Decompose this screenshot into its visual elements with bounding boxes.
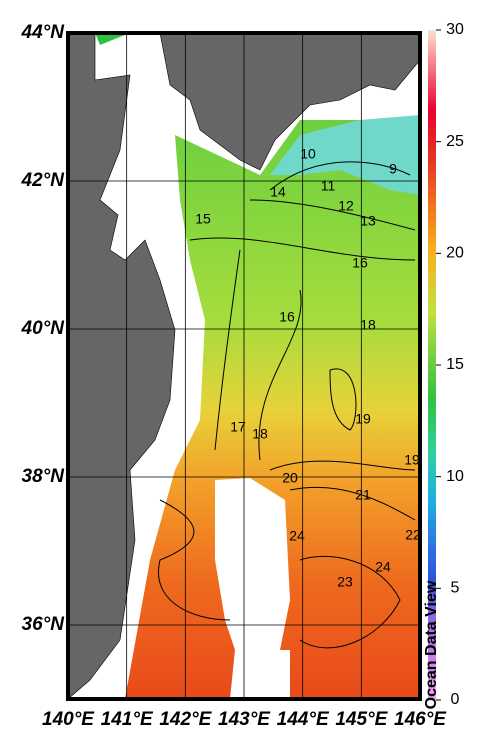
colorbar-tick-label: 30 bbox=[446, 21, 464, 38]
contour-label: 21 bbox=[355, 487, 371, 503]
x-tick-label: 146°E bbox=[394, 709, 447, 730]
contour-labels: 10 9 11 14 12 13 15 16 16 18 17 18 19 19 20 21 22 24 24 23 bbox=[195, 146, 421, 590]
y-tick-label: 40°N bbox=[21, 318, 66, 339]
colorbar-tick-label: 10 bbox=[446, 468, 464, 485]
colorbar-tick-label: 15 bbox=[446, 356, 464, 373]
x-tick-label: 145°E bbox=[335, 709, 388, 730]
contour bbox=[269, 460, 416, 471]
contour bbox=[214, 249, 241, 451]
contour-label: 17 bbox=[230, 419, 246, 435]
contour-label: 13 bbox=[360, 213, 376, 229]
contour-label: 11 bbox=[321, 178, 336, 194]
contour-label: 19 bbox=[404, 452, 420, 468]
field-patch bbox=[95, 33, 130, 45]
contour bbox=[249, 199, 416, 231]
contour-label: 9 bbox=[389, 161, 397, 177]
contour-label: 18 bbox=[360, 317, 376, 333]
colorbar-tick-label: 0 bbox=[451, 691, 460, 708]
colorbar-tick-label: 20 bbox=[446, 245, 464, 262]
contour-label: 19 bbox=[355, 411, 371, 427]
map-frame bbox=[66, 31, 422, 701]
contour bbox=[158, 499, 231, 621]
colorbar-tick-label: 5 bbox=[451, 580, 460, 597]
contour bbox=[329, 368, 357, 431]
contour-label: 12 bbox=[338, 198, 354, 214]
contour-label: 16 bbox=[279, 309, 295, 325]
contour bbox=[258, 289, 302, 461]
cold-water bbox=[270, 115, 420, 195]
contour-label: 14 bbox=[270, 184, 286, 200]
y-tick-label: 44°N bbox=[21, 22, 66, 43]
contour-label: 23 bbox=[337, 574, 353, 590]
contour-label: 22 bbox=[405, 527, 421, 543]
contour-label: 20 bbox=[282, 470, 298, 486]
watermark: Ocean Data View bbox=[423, 580, 440, 709]
contour bbox=[269, 161, 411, 191]
contour-label: 10 bbox=[300, 146, 316, 162]
x-tick-label: 141°E bbox=[101, 709, 154, 730]
contour-label: 16 bbox=[352, 255, 368, 271]
y-tick-label: 42°N bbox=[21, 170, 66, 191]
contour bbox=[289, 486, 416, 521]
contour-label: 24 bbox=[375, 559, 391, 575]
contour-label: 24 bbox=[289, 528, 305, 544]
contour bbox=[189, 237, 416, 261]
no-data bbox=[215, 478, 290, 650]
land-hokkaido bbox=[159, 33, 420, 171]
contour-label: 15 bbox=[195, 211, 211, 227]
y-tick-label: 36°N bbox=[22, 614, 66, 635]
y-tick-label: 38°N bbox=[22, 466, 66, 487]
x-tick-label: 142°E bbox=[159, 709, 212, 730]
contour bbox=[299, 555, 401, 649]
x-tick-label: 143°E bbox=[218, 709, 271, 730]
colorbar bbox=[428, 30, 436, 700]
contour-label: 18 bbox=[252, 426, 268, 442]
x-tick-label: 140°E bbox=[42, 709, 95, 730]
x-tick-label: 144°E bbox=[277, 709, 330, 730]
land-honshu bbox=[68, 33, 176, 699]
temperature-field bbox=[125, 120, 420, 699]
colorbar-tick-label: 25 bbox=[446, 133, 464, 150]
